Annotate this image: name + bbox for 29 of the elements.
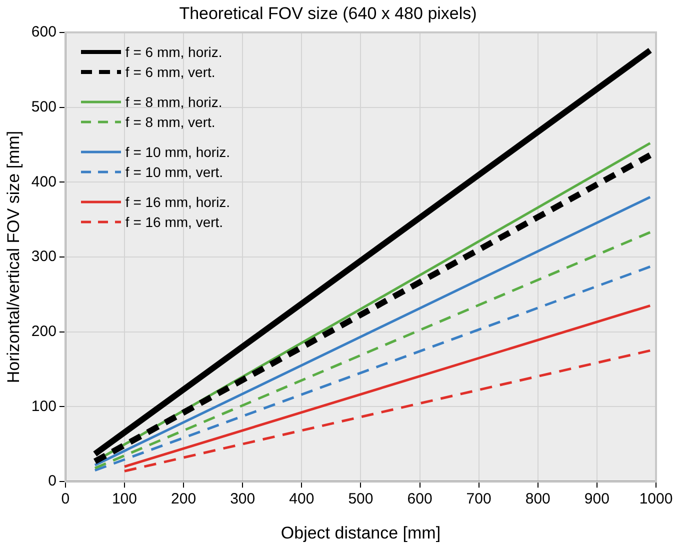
y-tick-label: 400: [31, 173, 56, 190]
legend-label: f = 6 mm, vert.: [125, 64, 216, 80]
x-tick-label: 400: [289, 490, 314, 508]
x-tick-label: 800: [525, 490, 550, 508]
x-tick-label: 100: [112, 490, 137, 508]
x-tick-label: 900: [584, 490, 610, 508]
x-tick-label: 500: [348, 490, 374, 508]
x-axis-title: Object distance [mm]: [280, 523, 441, 542]
y-tick-label: 600: [31, 24, 56, 41]
y-tick-label: 0: [48, 472, 56, 490]
legend-label: f = 16 mm, vert.: [125, 214, 224, 230]
legend-label: f = 10 mm, horiz.: [125, 144, 230, 160]
y-tick-label: 500: [31, 98, 56, 116]
legend-label: f = 10 mm, vert.: [125, 164, 224, 180]
y-axis-title: Horizontal/vertical FOV size [mm]: [4, 130, 23, 384]
legend-label: f = 8 mm, horiz.: [125, 94, 222, 110]
x-tick-label: 0: [61, 490, 70, 508]
y-tick-label: 300: [31, 248, 56, 266]
legend-label: f = 16 mm, horiz.: [125, 194, 230, 210]
x-tick-label: 200: [171, 490, 196, 508]
x-tick-label: 700: [466, 490, 492, 508]
legend-label: f = 6 mm, horiz.: [125, 44, 222, 60]
x-tick-label: 1000: [639, 490, 673, 508]
chart-title: Theoretical FOV size (640 x 480 pixels): [179, 4, 477, 23]
y-tick-label: 200: [31, 323, 56, 340]
x-tick-label: 600: [407, 490, 432, 508]
y-tick-label: 100: [31, 398, 56, 415]
x-tick-label: 300: [230, 490, 256, 508]
legend-label: f = 8 mm, vert.: [125, 114, 216, 130]
